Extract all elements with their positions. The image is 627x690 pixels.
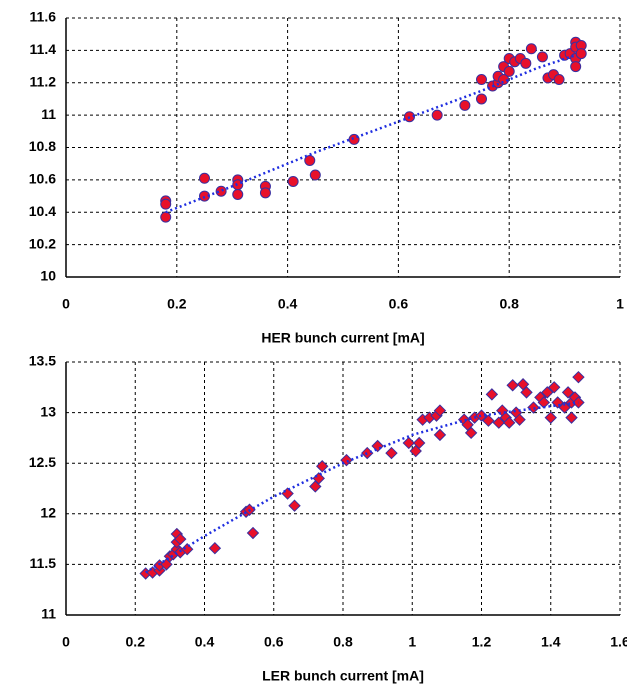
x-tick-label: 0.2 <box>167 296 187 312</box>
point <box>160 211 172 223</box>
point <box>232 179 244 191</box>
point <box>498 74 510 86</box>
x-tick-label: 0.4 <box>195 634 215 650</box>
point <box>476 93 487 105</box>
x-tick-label: 1.6 <box>610 634 627 650</box>
point <box>565 411 578 424</box>
point <box>215 185 227 197</box>
point <box>513 413 526 426</box>
y-tick-label: 10.8 <box>29 138 56 154</box>
trend-line <box>144 401 579 574</box>
point <box>558 401 571 414</box>
point <box>433 428 447 442</box>
x-tick-label: 0.6 <box>389 296 409 312</box>
point <box>464 426 478 440</box>
y-tick-label: 12 <box>40 505 56 521</box>
point <box>385 446 398 460</box>
x-tick-label: 0 <box>62 634 70 650</box>
point <box>174 532 187 546</box>
point <box>570 61 582 73</box>
point <box>492 416 506 429</box>
point <box>544 411 557 424</box>
y-tick-label: 12.5 <box>29 454 56 470</box>
x-tick-label: 0.8 <box>499 296 519 312</box>
point <box>288 499 301 512</box>
point <box>572 370 585 384</box>
x-tick-label: 1.4 <box>541 634 561 650</box>
point <box>548 381 561 394</box>
x-axis-title: LER bunch current [mA] <box>262 668 424 684</box>
y-tick-label: 10 <box>40 268 56 284</box>
point <box>412 436 426 450</box>
x-tick-label: 0.4 <box>278 296 298 312</box>
point <box>459 99 471 111</box>
point <box>431 109 443 121</box>
point <box>475 409 488 422</box>
point <box>309 169 321 181</box>
y-tick-label: 10.4 <box>29 203 56 219</box>
y-tick-label: 10.6 <box>29 171 56 187</box>
point <box>553 74 565 86</box>
x-tick-label: 0 <box>62 296 70 312</box>
point <box>536 51 548 63</box>
point <box>502 416 516 429</box>
x-tick-label: 1 <box>408 634 416 650</box>
point <box>503 65 515 77</box>
x-tick-label: 0.8 <box>333 634 353 650</box>
x-tick-label: 1 <box>616 296 624 312</box>
point <box>541 386 554 399</box>
x-tick-label: 1.2 <box>472 634 492 650</box>
point <box>476 74 487 86</box>
point <box>402 436 415 450</box>
point <box>208 542 222 555</box>
point <box>561 386 575 399</box>
point <box>281 487 294 500</box>
point <box>371 439 384 453</box>
point <box>361 446 374 460</box>
point <box>482 414 495 427</box>
point <box>520 386 533 399</box>
y-tick-label: 11.5 <box>30 555 57 571</box>
y-tick-label: 10.2 <box>29 235 56 251</box>
y-tick-label: 13.5 <box>29 353 56 369</box>
point <box>304 154 316 166</box>
x-tick-label: 0.6 <box>264 634 284 650</box>
point <box>575 48 587 60</box>
point <box>199 172 210 184</box>
x-axis-title: HER bunch current [mA] <box>261 330 424 346</box>
point <box>160 198 172 210</box>
point <box>485 388 499 401</box>
y-tick-label: 11 <box>41 606 56 622</box>
x-tick-label: 0.2 <box>126 634 146 650</box>
trend-line <box>165 54 577 214</box>
y-tick-label: 11.4 <box>30 41 57 57</box>
point <box>316 460 329 473</box>
point <box>520 57 532 69</box>
y-tick-label: 11.6 <box>30 9 57 25</box>
point <box>246 526 260 540</box>
point <box>433 404 447 417</box>
point <box>287 175 299 187</box>
point <box>259 187 271 199</box>
y-tick-label: 13 <box>40 403 56 419</box>
point <box>232 188 244 200</box>
point <box>506 379 519 392</box>
point <box>525 43 537 55</box>
y-tick-label: 11.2 <box>30 73 57 89</box>
y-tick-label: 11 <box>41 106 56 122</box>
